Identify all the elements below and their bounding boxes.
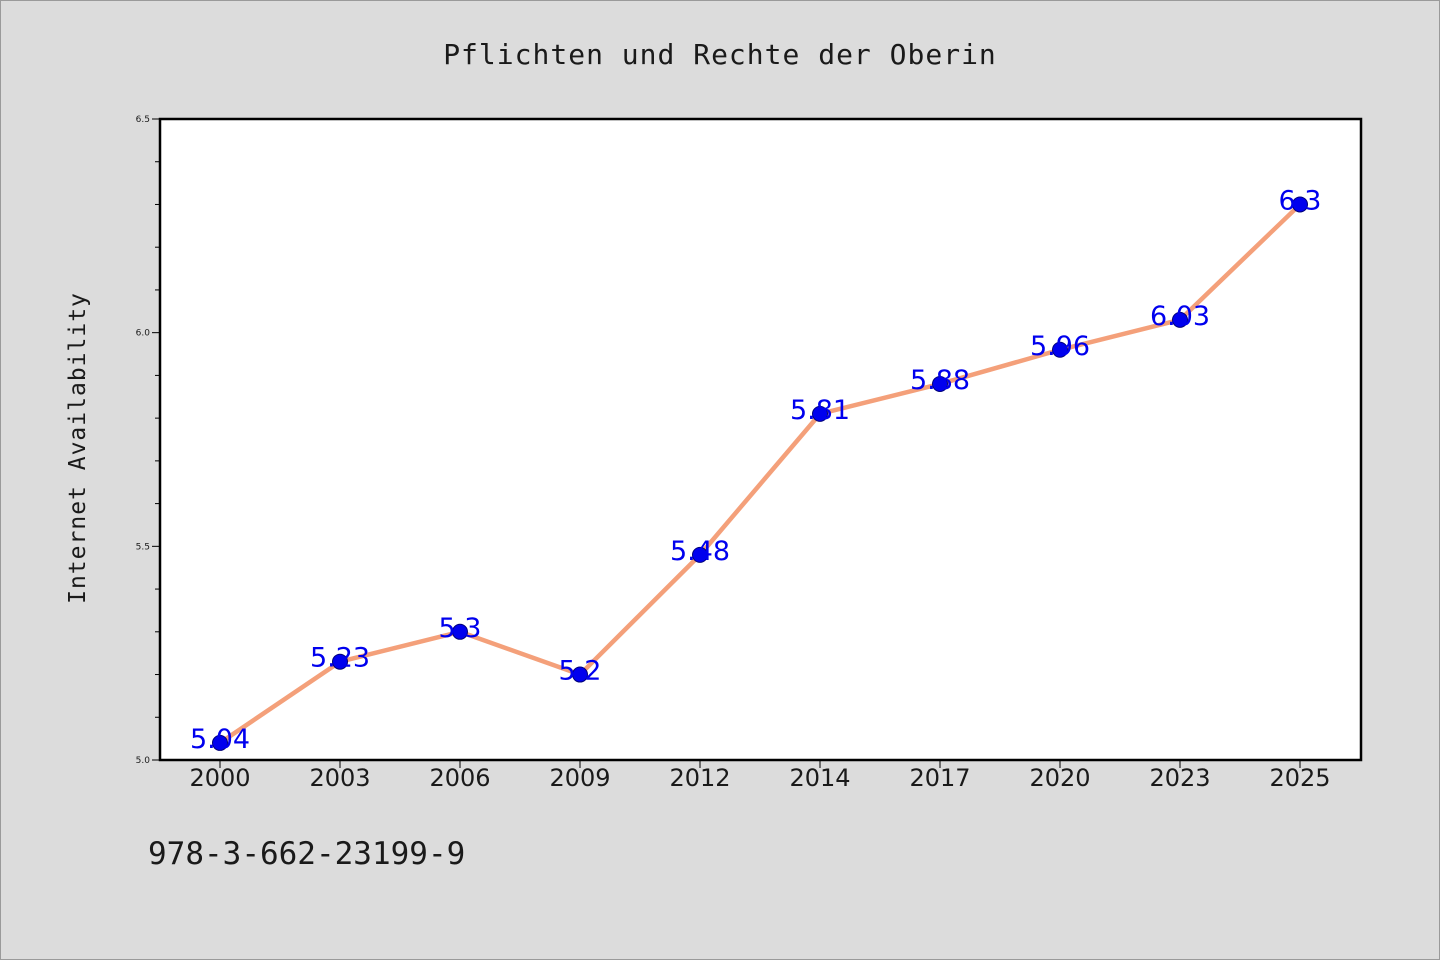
x-tick-label: 2000 xyxy=(189,764,250,792)
x-tick-label: 2003 xyxy=(309,764,370,792)
data-label-2023: 6.03 xyxy=(1150,301,1210,332)
y-axis-label: Internet Availability xyxy=(65,292,91,604)
series-polyline xyxy=(217,202,1303,746)
data-point-2023 xyxy=(1172,311,1188,328)
x-tick-label: 2012 xyxy=(669,764,730,792)
data-point-2003 xyxy=(332,653,348,670)
data-label-2003: 5.23 xyxy=(310,643,370,674)
x-tick-label: 2025 xyxy=(1269,764,1330,792)
x-tick-label: 2023 xyxy=(1149,764,1210,792)
data-labels: 5.04 5.23 5.3 5.2 5.48 5.81 5.88 5.96 6.03 6.3 xyxy=(190,185,1322,754)
y-tick-label: 6.5 xyxy=(136,115,150,125)
data-label-2014: 5.81 xyxy=(790,395,850,426)
data-label-2009: 5.2 xyxy=(559,656,602,687)
x-tick-label: 2020 xyxy=(1029,764,1090,792)
data-point-2025 xyxy=(1292,196,1308,213)
data-label-2006: 5.3 xyxy=(439,613,482,644)
plot-area xyxy=(160,119,1361,760)
data-label-2020: 5.96 xyxy=(1030,331,1090,362)
y-tick-label: 6.0 xyxy=(136,329,151,339)
data-point-2012 xyxy=(692,546,708,563)
series-line xyxy=(217,202,1303,746)
data-point-2017 xyxy=(932,375,948,392)
axis-ticks: 2000 2003 2006 2009 2012 2014 2017 2020 2023 2025… xyxy=(136,115,1331,792)
x-tick-label: 2014 xyxy=(789,764,850,792)
isbn-text: 978-3-662-23199-9 xyxy=(148,836,465,872)
data-point-2006 xyxy=(452,623,468,640)
data-point-2000 xyxy=(212,734,228,751)
data-label-2025: 6.3 xyxy=(1279,185,1322,216)
y-tick-label: 5.0 xyxy=(136,756,151,766)
data-label-2012: 5.48 xyxy=(670,536,730,567)
x-tick-label: 2017 xyxy=(909,764,970,792)
x-tick-label: 2009 xyxy=(549,764,610,792)
data-point-2014 xyxy=(812,405,828,422)
data-point-2020 xyxy=(1052,341,1068,358)
data-point-2009 xyxy=(572,666,588,683)
data-label-2017: 5.88 xyxy=(910,365,970,396)
chart-title: Pflichten und Rechte der Oberin xyxy=(443,38,997,71)
x-tick-label: 2006 xyxy=(429,764,490,792)
data-label-2000: 5.04 xyxy=(190,724,250,755)
series-markers xyxy=(212,196,1308,751)
plot-border xyxy=(158,117,1363,762)
y-tick-label: 5.5 xyxy=(136,542,150,552)
